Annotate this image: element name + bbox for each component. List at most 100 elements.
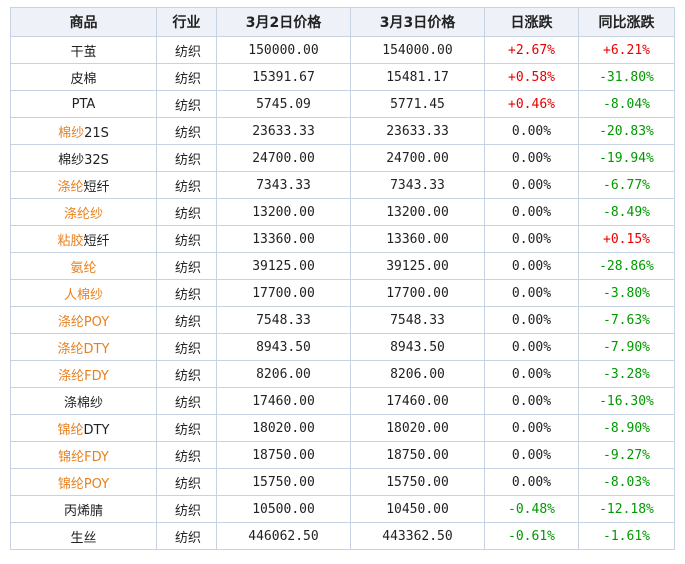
- price-table: 商品 行业 3月2日价格 3月3日价格 日涨跌 同比涨跌 干茧 纺织 150000.…: [10, 7, 675, 550]
- price-mar3-cell: 5771.45: [350, 90, 485, 118]
- price-mar3-cell: 18750.00: [350, 441, 485, 469]
- table-row: 棉纱21S 纺织 23633.33 23633.33 0.00% -20.83%: [10, 117, 675, 145]
- daily-change-cell: -0.48%: [484, 495, 579, 523]
- industry-cell: 纺织: [156, 63, 217, 91]
- industry-cell: 纺织: [156, 522, 217, 550]
- table-row: 涤纶DTY 纺织 8943.50 8943.50 0.00% -7.90%: [10, 333, 675, 361]
- daily-change-cell: 0.00%: [484, 252, 579, 280]
- price-mar2-cell: 23633.33: [216, 117, 351, 145]
- yoy-change-cell: -8.03%: [578, 468, 675, 496]
- table-row: 棉纱32S 纺织 24700.00 24700.00 0.00% -19.94%: [10, 144, 675, 172]
- price-mar2-cell: 13200.00: [216, 198, 351, 226]
- commodity-name: DTY: [83, 422, 110, 438]
- yoy-change-cell: -8.90%: [578, 414, 675, 442]
- industry-cell: 纺织: [156, 144, 217, 172]
- price-mar3-cell: 18020.00: [350, 414, 485, 442]
- yoy-change-cell: -7.90%: [578, 333, 675, 361]
- price-mar3-cell: 7548.33: [350, 306, 485, 334]
- daily-change-cell: +2.67%: [484, 36, 579, 64]
- industry-cell: 纺织: [156, 279, 217, 307]
- commodity-link[interactable]: 涤纶POY: [57, 314, 110, 330]
- industry-cell: 纺织: [156, 198, 217, 226]
- price-mar3-cell: 10450.00: [350, 495, 485, 523]
- commodity-cell: 丙烯腈: [10, 495, 157, 523]
- commodity-link[interactable]: 涤纶: [57, 179, 84, 195]
- commodity-cell: 涤纶POY: [10, 306, 157, 334]
- yoy-change-cell: -31.80%: [578, 63, 675, 91]
- commodity-link[interactable]: 涤纶纱: [63, 206, 103, 222]
- industry-cell: 纺织: [156, 333, 217, 361]
- price-mar2-cell: 446062.50: [216, 522, 351, 550]
- table-row: 人棉纱 纺织 17700.00 17700.00 0.00% -3.80%: [10, 279, 675, 307]
- commodity-name: 生丝: [70, 530, 97, 546]
- industry-cell: 纺织: [156, 495, 217, 523]
- table-row: 丙烯腈 纺织 10500.00 10450.00 -0.48% -12.18%: [10, 495, 675, 523]
- commodity-cell: 涤纶DTY: [10, 333, 157, 361]
- commodity-cell: 皮棉: [10, 63, 157, 91]
- header-commodity: 商品: [10, 7, 157, 37]
- daily-change-cell: 0.00%: [484, 117, 579, 145]
- table-row: 涤纶FDY 纺织 8206.00 8206.00 0.00% -3.28%: [10, 360, 675, 388]
- table-row: 粘胶短纤 纺织 13360.00 13360.00 0.00% +0.15%: [10, 225, 675, 253]
- commodity-name: 短纤: [83, 179, 110, 195]
- price-mar2-cell: 8943.50: [216, 333, 351, 361]
- price-mar3-cell: 154000.00: [350, 36, 485, 64]
- industry-cell: 纺织: [156, 252, 217, 280]
- table-header-row: 商品 行业 3月2日价格 3月3日价格 日涨跌 同比涨跌: [10, 7, 675, 37]
- yoy-change-cell: -6.77%: [578, 171, 675, 199]
- table-row: 涤纶短纤 纺织 7343.33 7343.33 0.00% -6.77%: [10, 171, 675, 199]
- commodity-cell: 棉纱32S: [10, 144, 157, 172]
- yoy-change-cell: -20.83%: [578, 117, 675, 145]
- price-mar3-cell: 17700.00: [350, 279, 485, 307]
- daily-change-cell: 0.00%: [484, 333, 579, 361]
- table-row: 涤纶纱 纺织 13200.00 13200.00 0.00% -8.49%: [10, 198, 675, 226]
- table-row: 干茧 纺织 150000.00 154000.00 +2.67% +6.21%: [10, 36, 675, 64]
- table-row: 锦纶DTY 纺织 18020.00 18020.00 0.00% -8.90%: [10, 414, 675, 442]
- daily-change-cell: 0.00%: [484, 306, 579, 334]
- daily-change-cell: 0.00%: [484, 414, 579, 442]
- price-mar3-cell: 13360.00: [350, 225, 485, 253]
- commodity-link[interactable]: 锦纶: [57, 422, 84, 438]
- industry-cell: 纺织: [156, 306, 217, 334]
- commodity-link[interactable]: 涤纶DTY: [57, 341, 110, 357]
- price-mar2-cell: 39125.00: [216, 252, 351, 280]
- commodity-link[interactable]: 锦纶FDY: [58, 449, 109, 465]
- daily-change-cell: 0.00%: [484, 387, 579, 415]
- yoy-change-cell: -16.30%: [578, 387, 675, 415]
- commodity-cell: 锦纶POY: [10, 468, 157, 496]
- commodity-link[interactable]: 棉纱: [58, 125, 85, 141]
- yoy-change-cell: -8.49%: [578, 198, 675, 226]
- header-yoy-change: 同比涨跌: [578, 7, 675, 37]
- commodity-name: 丙烯腈: [63, 503, 103, 519]
- price-mar2-cell: 24700.00: [216, 144, 351, 172]
- commodity-link[interactable]: 锦纶POY: [57, 476, 110, 492]
- commodity-cell: 锦纶FDY: [10, 441, 157, 469]
- commodity-cell: 涤棉纱: [10, 387, 157, 415]
- daily-change-cell: 0.00%: [484, 279, 579, 307]
- commodity-name: 皮棉: [70, 71, 97, 87]
- price-mar2-cell: 15750.00: [216, 468, 351, 496]
- daily-change-cell: -0.61%: [484, 522, 579, 550]
- industry-cell: 纺织: [156, 36, 217, 64]
- table-row: 涤棉纱 纺织 17460.00 17460.00 0.00% -16.30%: [10, 387, 675, 415]
- daily-change-cell: 0.00%: [484, 360, 579, 388]
- table-row: PTA 纺织 5745.09 5771.45 +0.46% -8.04%: [10, 90, 675, 118]
- commodity-cell: 粘胶短纤: [10, 225, 157, 253]
- commodity-link[interactable]: 氨纶: [70, 260, 97, 276]
- price-mar2-cell: 10500.00: [216, 495, 351, 523]
- commodity-link[interactable]: 涤纶FDY: [58, 368, 109, 384]
- daily-change-cell: 0.00%: [484, 225, 579, 253]
- commodity-link[interactable]: 粘胶: [57, 233, 84, 249]
- yoy-change-cell: -1.61%: [578, 522, 675, 550]
- daily-change-cell: 0.00%: [484, 198, 579, 226]
- yoy-change-cell: -3.28%: [578, 360, 675, 388]
- commodity-link[interactable]: 人棉纱: [63, 287, 103, 303]
- price-mar2-cell: 17460.00: [216, 387, 351, 415]
- table-row: 锦纶FDY 纺织 18750.00 18750.00 0.00% -9.27%: [10, 441, 675, 469]
- header-daily-change: 日涨跌: [484, 7, 579, 37]
- yoy-change-cell: -19.94%: [578, 144, 675, 172]
- price-mar2-cell: 7548.33: [216, 306, 351, 334]
- daily-change-cell: 0.00%: [484, 441, 579, 469]
- price-mar3-cell: 15481.17: [350, 63, 485, 91]
- industry-cell: 纺织: [156, 387, 217, 415]
